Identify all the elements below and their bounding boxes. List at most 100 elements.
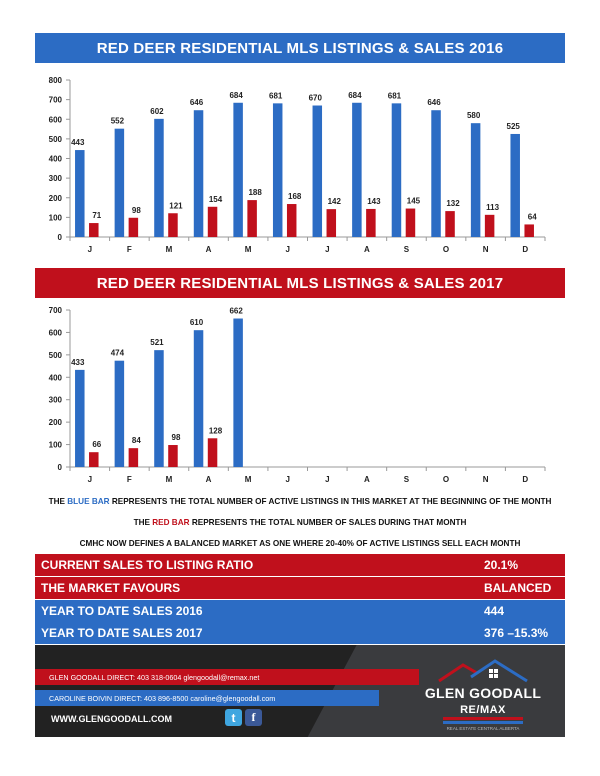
- chart-2016-category-label: J: [285, 245, 289, 254]
- chart-2016-sales-bar: [524, 224, 534, 237]
- ratio-row: CURRENT SALES TO LISTING RATIO 20.1%: [35, 554, 565, 576]
- twitter-icon[interactable]: t: [225, 709, 242, 726]
- house-roof-icon: [438, 659, 528, 683]
- chart-2016-ytick-label: 700: [49, 96, 63, 105]
- chart-2017-category-label: S: [404, 475, 410, 484]
- chart-2016-listings-label: 646: [190, 98, 204, 107]
- ytd-2016-value: 444: [484, 604, 505, 618]
- chart-2017-ytick-label: 400: [49, 373, 63, 382]
- ytd-2016-label: YEAR TO DATE SALES 2016: [41, 604, 203, 618]
- chart-2017: 0 100 200 300 400 500 600 700 J F M A M J J A S O N D 433 474…: [49, 306, 546, 484]
- chart-2016-listings-label: 443: [71, 138, 85, 147]
- ytd-2017-row: YEAR TO DATE SALES 2017 376 –15.3%: [35, 622, 565, 644]
- chart-2016-ytick-label: 300: [49, 174, 63, 183]
- legend-blue-bar: THE BLUE BAR REPRESENTS THE TOTAL NUMBER…: [0, 497, 600, 506]
- chart-2016-listings-bar: [233, 102, 243, 237]
- chart-2016-sales-label: 142: [328, 197, 342, 206]
- chart-2016-category-label: S: [404, 245, 410, 254]
- chart-2016-listings-label: 684: [229, 91, 243, 100]
- chart-2017-listings-bar: [233, 318, 243, 467]
- chart-2016-listings-bar: [391, 103, 402, 237]
- chart-2017-listings-label: 662: [229, 307, 243, 316]
- ratio-label: CURRENT SALES TO LISTING RATIO: [41, 558, 254, 572]
- chart-2017-title: RED DEER RESIDENTIAL MLS LISTINGS & SALE…: [35, 268, 565, 298]
- chart-2017-listings-label: 610: [190, 318, 204, 327]
- ytd-2016-row: YEAR TO DATE SALES 2016 444: [35, 600, 565, 622]
- chart-2016-category-label: D: [522, 245, 528, 254]
- chart-2016-sales-bar: [207, 206, 218, 237]
- chart-2017-category-label: O: [443, 475, 449, 484]
- logo-name: GLEN GOODALL: [424, 685, 542, 701]
- remax-logo: GLEN GOODALL RE/MAX REAL ESTATE CENTRAL …: [413, 651, 553, 733]
- chart-2016-sales-bar: [168, 213, 178, 237]
- chart-2017-category-label: A: [364, 475, 370, 484]
- chart-2017-listings-bar: [193, 330, 204, 467]
- chart-2017-listings-bar: [75, 369, 85, 467]
- chart-2016-sales-bar: [89, 223, 99, 237]
- chart-2016-sales-label: 64: [528, 212, 537, 221]
- chart-2016-sales-label: 121: [169, 201, 183, 210]
- chart-2017-category-label: A: [206, 475, 212, 484]
- chart-2016-category-label: F: [127, 245, 132, 254]
- legend-cmhc-note: CMHC NOW DEFINES A BALANCED MARKET AS ON…: [79, 539, 521, 548]
- chart-2016-listings-label: 552: [111, 117, 125, 126]
- chart-2017-sales-bar: [168, 445, 178, 467]
- chart-2017-category-label: F: [127, 475, 132, 484]
- chart-2017-ytick-label: 700: [49, 306, 63, 315]
- chart-2017-ytick-label: 100: [49, 441, 63, 450]
- chart-2016-category-label: A: [206, 245, 212, 254]
- chart-2016-listings-bar: [352, 102, 362, 237]
- chart-2016-listings-bar: [154, 118, 164, 237]
- ytd-2017-label: YEAR TO DATE SALES 2017: [41, 626, 203, 640]
- chart-2016-title: RED DEER RESIDENTIAL MLS LISTINGS & SALE…: [35, 33, 565, 63]
- chart-2017-ytick-label: 300: [49, 396, 63, 405]
- chart-2017-listings-label: 521: [150, 338, 164, 347]
- chart-2016-listings-label: 525: [507, 122, 521, 131]
- legend-red-bar: THE RED BAR REPRESENTS THE TOTAL NUMBER …: [0, 518, 600, 527]
- chart-2016-sales-label: 154: [209, 195, 223, 204]
- chart-2016-listings-label: 670: [309, 94, 323, 103]
- chart-2016-listings-label: 681: [388, 91, 402, 100]
- chart-2016-ytick-label: 500: [49, 135, 63, 144]
- legend-blue-text: REPRESENTS THE TOTAL NUMBER OF ACTIVE LI…: [111, 497, 552, 506]
- chart-2016-sales-bar: [326, 209, 337, 237]
- logo-brand: RE/MAX: [460, 704, 506, 716]
- chart-2017-sales-bar: [128, 448, 139, 467]
- chart-2016-sales-label: 132: [446, 199, 460, 208]
- chart-2017-sales-label: 128: [209, 426, 223, 435]
- chart-2016-ytick-label: 400: [49, 155, 63, 164]
- chart-2016-sales-bar: [247, 200, 257, 237]
- chart-2016-category-label: M: [245, 245, 252, 254]
- chart-2016-sales-label: 168: [288, 192, 302, 201]
- website-link[interactable]: WWW.GLENGOODALL.COM: [51, 714, 172, 724]
- ytd-2017-value: 376 –15.3%: [484, 626, 549, 640]
- contact-caroline: CAROLINE BOIVIN DIRECT: 403 896-8500 car…: [35, 690, 379, 706]
- chart-2017-listings-label: 474: [111, 349, 125, 358]
- legend-red-text: REPRESENTS THE TOTAL NUMBER OF SALES DUR…: [191, 518, 467, 527]
- chart-2016-sales-label: 98: [132, 206, 141, 215]
- chart-2017-ytick-label: 600: [49, 328, 63, 337]
- chart-2016-sales-bar: [128, 217, 139, 237]
- chart-2016-ytick-label: 0: [58, 233, 63, 242]
- logo-red-stripe: [443, 717, 523, 720]
- contact-glen: GLEN GOODALL DIRECT: 403 318-0604 glengo…: [35, 669, 419, 685]
- chart-2016-listings-bar: [193, 110, 204, 237]
- chart-2017-listings-label: 433: [71, 358, 85, 367]
- chart-2017-sales-label: 84: [132, 436, 141, 445]
- chart-2016-category-label: M: [166, 245, 173, 254]
- footer: GLEN GOODALL DIRECT: 403 318-0604 glengo…: [35, 645, 565, 737]
- chart-2016-listings-bar: [312, 105, 323, 237]
- legend-blue-label: BLUE BAR: [67, 497, 110, 506]
- chart-2016-sales-bar: [484, 214, 495, 237]
- chart-2016-sales-label: 145: [407, 197, 421, 206]
- chart-2016-sales-bar: [405, 208, 416, 237]
- chart-2016-listings-bar: [470, 123, 481, 237]
- chart-2017-sales-bar: [207, 438, 218, 467]
- chart-2017-sales-label: 98: [172, 433, 181, 442]
- chart-2017-category-label: D: [522, 475, 528, 484]
- legend-prefix: THE: [48, 497, 65, 506]
- facebook-icon[interactable]: f: [245, 709, 262, 726]
- chart-2017-category-label: M: [245, 475, 252, 484]
- favours-row: THE MARKET FAVOURS BALANCED: [35, 577, 565, 599]
- chart-2016-ytick-label: 100: [49, 213, 63, 222]
